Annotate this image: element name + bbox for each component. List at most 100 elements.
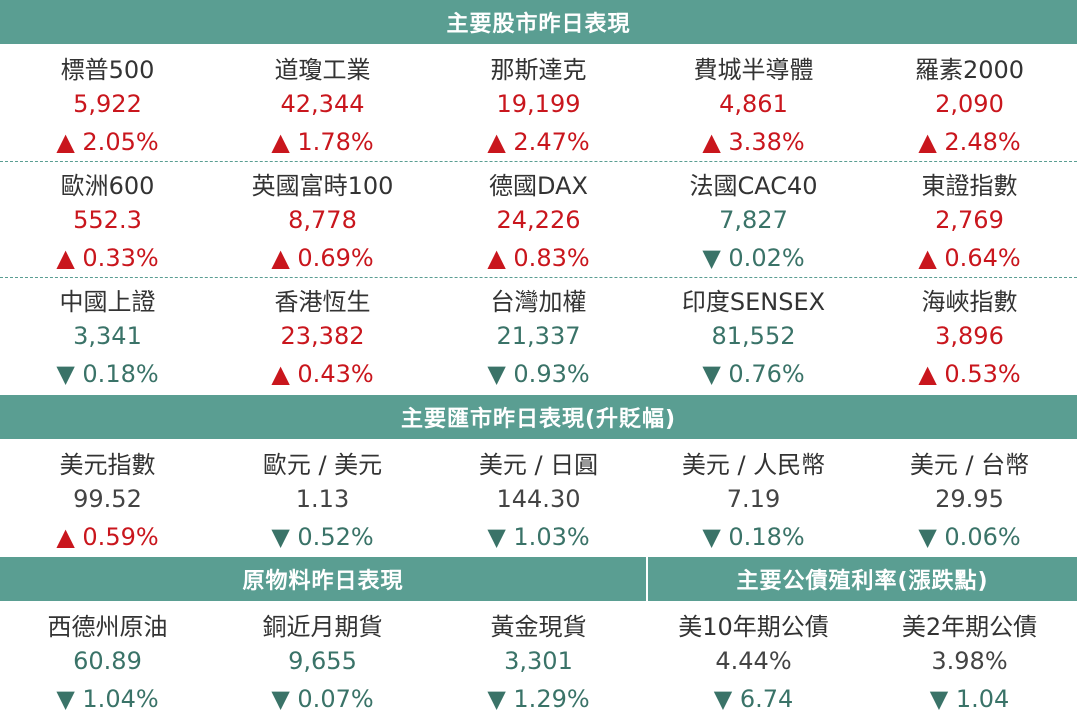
quote-cell: 美2年期公債 3.98% ▼ 1.04 bbox=[862, 603, 1077, 719]
quote-change: ▲ 0.69% bbox=[271, 244, 374, 272]
quote-change: ▼ 1.29% bbox=[487, 685, 590, 713]
row-separator bbox=[0, 161, 1077, 162]
quote-cell: 東證指數 2,769 ▲ 0.64% bbox=[862, 162, 1077, 278]
quote-cell: 美元 / 台幣 29.95 ▼ 0.06% bbox=[862, 441, 1077, 557]
quote-value: 3,301 bbox=[504, 647, 573, 675]
quote-change: ▲ 1.78% bbox=[271, 128, 374, 156]
header-divider bbox=[646, 557, 648, 601]
quote-change: ▼ 0.07% bbox=[271, 685, 374, 713]
quote-cell: 海峽指數 3,896 ▲ 0.53% bbox=[862, 278, 1077, 394]
quote-name: 中國上證 bbox=[59, 288, 156, 316]
quote-cell: 美10年期公債 4.44% ▼ 6.74 bbox=[646, 603, 861, 719]
row-separator bbox=[0, 277, 1077, 278]
quote-name: 標普500 bbox=[60, 56, 155, 84]
quote-cell: 羅素2000 2,090 ▲ 2.48% bbox=[862, 46, 1077, 162]
quote-value: 81,552 bbox=[711, 322, 796, 350]
quote-value: 7.19 bbox=[726, 485, 781, 513]
quote-name: 英國富時100 bbox=[251, 172, 394, 200]
quote-change: ▲ 2.47% bbox=[487, 128, 590, 156]
quote-cell: 標普500 5,922 ▲ 2.05% bbox=[0, 46, 215, 162]
quote-cell: 德國DAX 24,226 ▲ 0.83% bbox=[431, 162, 646, 278]
quote-name: 美10年期公債 bbox=[678, 613, 829, 641]
fx-section-header: 主要匯市昨日表現(升貶幅) bbox=[0, 395, 1077, 439]
quote-cell: 美元 / 日圓 144.30 ▼ 1.03% bbox=[431, 441, 646, 557]
quote-name: 美元 / 台幣 bbox=[909, 451, 1030, 479]
quote-value: 8,778 bbox=[288, 206, 357, 234]
quote-value: 60.89 bbox=[73, 647, 142, 675]
quote-change: ▼ 0.02% bbox=[702, 244, 805, 272]
quote-cell: 香港恆生 23,382 ▲ 0.43% bbox=[215, 278, 430, 394]
quote-name: 西德州原油 bbox=[47, 613, 168, 641]
quote-change: ▼ 1.03% bbox=[487, 523, 590, 551]
quote-cell: 美元 / 人民幣 7.19 ▼ 0.18% bbox=[646, 441, 861, 557]
quote-change: ▲ 0.53% bbox=[918, 360, 1021, 388]
quote-value: 21,337 bbox=[496, 322, 581, 350]
quote-change: ▼ 0.93% bbox=[487, 360, 590, 388]
quote-cell: 台灣加權 21,337 ▼ 0.93% bbox=[431, 278, 646, 394]
quote-value: 3,341 bbox=[73, 322, 142, 350]
quote-value: 2,769 bbox=[935, 206, 1004, 234]
quote-change: ▼ 0.76% bbox=[702, 360, 805, 388]
quote-change: ▼ 0.18% bbox=[56, 360, 159, 388]
quote-cell: 美元指數 99.52 ▲ 0.59% bbox=[0, 441, 215, 557]
quote-change: ▼ 0.06% bbox=[918, 523, 1021, 551]
quote-name: 東證指數 bbox=[921, 172, 1018, 200]
quote-value: 23,382 bbox=[280, 322, 365, 350]
quote-change: ▲ 2.48% bbox=[918, 128, 1021, 156]
quote-cell: 英國富時100 8,778 ▲ 0.69% bbox=[215, 162, 430, 278]
quote-value: 9,655 bbox=[288, 647, 357, 675]
quote-value: 552.3 bbox=[73, 206, 142, 234]
quote-change: ▼ 6.74 bbox=[713, 685, 794, 713]
quote-cell: 歐洲600 552.3 ▲ 0.33% bbox=[0, 162, 215, 278]
quote-change: ▼ 0.18% bbox=[702, 523, 805, 551]
commodity-section-header: 原物料昨日表現 bbox=[0, 557, 646, 601]
quote-value: 24,226 bbox=[496, 206, 581, 234]
quote-cell: 黃金現貨 3,301 ▼ 1.29% bbox=[431, 603, 646, 719]
bond-section-header: 主要公債殖利率(漲跌點) bbox=[648, 557, 1077, 601]
quote-name: 銅近月期貨 bbox=[262, 613, 383, 641]
quote-name: 美2年期公債 bbox=[901, 613, 1038, 641]
quote-value: 3,896 bbox=[935, 322, 1004, 350]
quote-value: 19,199 bbox=[496, 90, 581, 118]
quote-name: 那斯達克 bbox=[490, 56, 587, 84]
quote-change: ▲ 0.64% bbox=[918, 244, 1021, 272]
quote-name: 羅素2000 bbox=[914, 56, 1025, 84]
quote-value: 7,827 bbox=[719, 206, 788, 234]
quote-value: 2,090 bbox=[935, 90, 1004, 118]
stock-section-header: 主要股市昨日表現 bbox=[0, 0, 1077, 44]
quote-cell: 費城半導體 4,861 ▲ 3.38% bbox=[646, 46, 861, 162]
quote-name: 道瓊工業 bbox=[274, 56, 371, 84]
quote-cell: 中國上證 3,341 ▼ 0.18% bbox=[0, 278, 215, 394]
quote-cell: 西德州原油 60.89 ▼ 1.04% bbox=[0, 603, 215, 719]
quote-change: ▼ 1.04% bbox=[56, 685, 159, 713]
quote-value: 5,922 bbox=[73, 90, 142, 118]
quote-value: 29.95 bbox=[935, 485, 1004, 513]
quote-name: 黃金現貨 bbox=[490, 613, 587, 641]
quote-value: 42,344 bbox=[280, 90, 365, 118]
quote-change: ▲ 2.05% bbox=[56, 128, 159, 156]
quote-name: 美元 / 人民幣 bbox=[681, 451, 826, 479]
quote-change: ▼ 1.04 bbox=[929, 685, 1010, 713]
quote-value: 1.13 bbox=[295, 485, 350, 513]
quote-value: 4,861 bbox=[719, 90, 788, 118]
quote-name: 海峽指數 bbox=[921, 288, 1018, 316]
quote-change: ▼ 0.52% bbox=[271, 523, 374, 551]
quote-change: ▲ 0.33% bbox=[56, 244, 159, 272]
quote-value: 144.30 bbox=[496, 485, 581, 513]
quote-cell: 歐元 / 美元 1.13 ▼ 0.52% bbox=[215, 441, 430, 557]
quote-name: 印度SENSEX bbox=[681, 288, 826, 316]
quote-name: 費城半導體 bbox=[693, 56, 814, 84]
quote-change: ▲ 0.59% bbox=[56, 523, 159, 551]
quote-value: 99.52 bbox=[73, 485, 142, 513]
quote-name: 歐元 / 美元 bbox=[262, 451, 383, 479]
quote-name: 法國CAC40 bbox=[689, 172, 818, 200]
quote-name: 台灣加權 bbox=[490, 288, 587, 316]
quote-value: 3.98% bbox=[931, 647, 1008, 675]
quote-name: 德國DAX bbox=[489, 172, 588, 200]
quote-cell: 那斯達克 19,199 ▲ 2.47% bbox=[431, 46, 646, 162]
quote-change: ▲ 0.83% bbox=[487, 244, 590, 272]
quote-name: 歐洲600 bbox=[60, 172, 155, 200]
quote-cell: 法國CAC40 7,827 ▼ 0.02% bbox=[646, 162, 861, 278]
quote-cell: 銅近月期貨 9,655 ▼ 0.07% bbox=[215, 603, 430, 719]
